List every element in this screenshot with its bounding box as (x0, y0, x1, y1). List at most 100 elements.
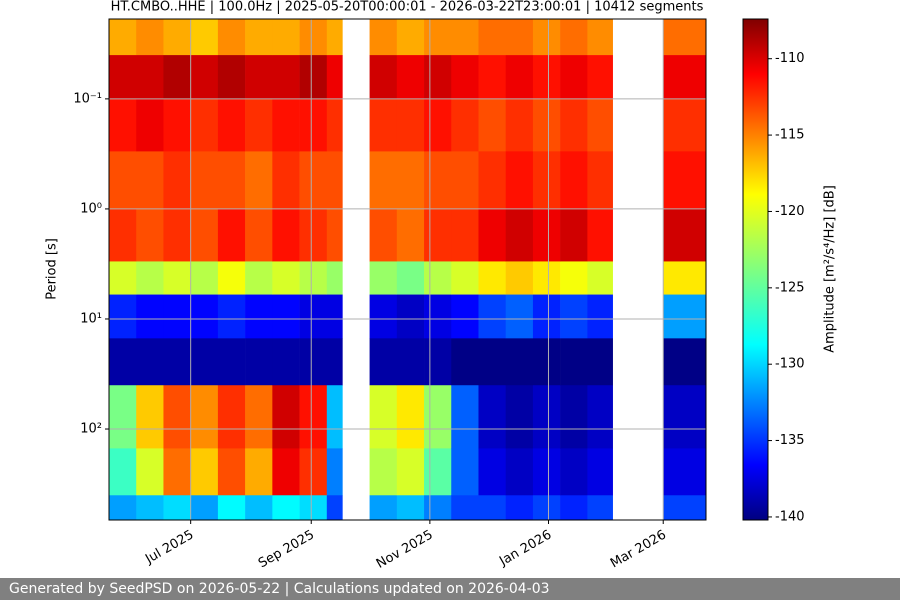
heatmap-cell (587, 98, 613, 152)
heatmap-cell (272, 385, 300, 449)
heatmap-cell (190, 151, 219, 210)
heatmap-cell (587, 495, 613, 521)
heatmap-cell (505, 208, 534, 262)
heatmap-cell (451, 294, 479, 339)
heatmap-cell (478, 151, 507, 210)
heatmap-cell (505, 55, 534, 100)
colorbar-tick-label: -110 (775, 51, 805, 66)
heatmap-cell (217, 261, 246, 295)
heatmap-cell (326, 495, 343, 521)
heatmap-cell (424, 19, 452, 56)
heatmap-cell (424, 495, 452, 521)
heatmap-cell (217, 338, 246, 386)
heatmap-cell (396, 448, 425, 496)
heatmap-cell (663, 338, 707, 386)
heatmap-cell (663, 495, 707, 521)
heatmap-cell (505, 385, 534, 449)
heatmap-cell (396, 495, 425, 521)
heatmap-cell (663, 261, 707, 295)
heatmap-cell (217, 495, 246, 521)
heatmap-cell (190, 19, 219, 56)
heatmap-cell (217, 208, 246, 262)
heatmap-cell (532, 338, 561, 386)
heatmap-cell (163, 385, 191, 449)
heatmap-cell (478, 448, 507, 496)
heatmap-cell (587, 385, 613, 449)
heatmap-cell (424, 385, 452, 449)
heatmap-cell (245, 385, 273, 449)
heatmap-cell (163, 151, 191, 210)
heatmap-cell (369, 208, 398, 262)
heatmap-cell (299, 385, 328, 449)
heatmap-cell (109, 261, 137, 295)
heatmap-cell (560, 151, 588, 210)
heatmap-cell (245, 495, 273, 521)
heatmap-cell (369, 19, 398, 56)
heatmap-cell (560, 294, 588, 339)
heatmap-cell (505, 338, 534, 386)
heatmap-cell (424, 448, 452, 496)
heatmap-cell (245, 151, 273, 210)
heatmap-cell (299, 261, 328, 295)
heatmap-cell (424, 294, 452, 339)
heatmap-cell (451, 338, 479, 386)
heatmap (109, 19, 707, 521)
heatmap-cell (272, 98, 300, 152)
heatmap-cell (136, 495, 164, 521)
heatmap-cell (478, 338, 507, 386)
heatmap-cell (396, 208, 425, 262)
heatmap-cell (505, 151, 534, 210)
heatmap-cell (109, 294, 137, 339)
heatmap-cell (505, 98, 534, 152)
heatmap-cell (190, 208, 219, 262)
heatmap-cell (299, 338, 328, 386)
heatmap-cell (190, 495, 219, 521)
heatmap-cell (369, 261, 398, 295)
heatmap-cell (663, 55, 707, 100)
x-tick-label: Jul 2025 (142, 528, 196, 568)
heatmap-cell (299, 208, 328, 262)
heatmap-cell (478, 55, 507, 100)
heatmap-cell (587, 151, 613, 210)
colorbar-tick-label: -140 (775, 509, 805, 524)
heatmap-cell (190, 385, 219, 449)
heatmap-cell (136, 98, 164, 152)
heatmap-cell (424, 98, 452, 152)
heatmap-cell (369, 338, 398, 386)
heatmap-cell (369, 448, 398, 496)
heatmap-cell (396, 261, 425, 295)
heatmap-cell (369, 151, 398, 210)
heatmap-cell (560, 55, 588, 100)
colorbar-label: Amplitude [m²/s⁴/Hz] [dB] (823, 185, 838, 353)
heatmap-cell (190, 98, 219, 152)
heatmap-cell (451, 385, 479, 449)
heatmap-cell (272, 338, 300, 386)
heatmap-cell (532, 495, 561, 521)
heatmap-cell (163, 261, 191, 295)
heatmap-cell (245, 261, 273, 295)
heatmap-cell (532, 19, 561, 56)
heatmap-cell (532, 448, 561, 496)
chart-title: HT.CMBO..HHE | 100.0Hz | 2025-05-20T00:0… (111, 0, 704, 15)
heatmap-cell (587, 55, 613, 100)
x-tick-label: Jan 2026 (496, 528, 554, 570)
heatmap-cell (245, 98, 273, 152)
heatmap-cell (163, 98, 191, 152)
heatmap-cell (396, 294, 425, 339)
heatmap-cell (136, 55, 164, 100)
heatmap-cell (451, 151, 479, 210)
colorbar-tick-label: -115 (775, 128, 805, 143)
heatmap-cell (451, 55, 479, 100)
heatmap-cell (532, 294, 561, 339)
heatmap-cell (217, 448, 246, 496)
heatmap-cell (587, 261, 613, 295)
heatmap-cell (505, 261, 534, 295)
x-tick-label: Mar 2026 (608, 528, 669, 572)
heatmap-cell (424, 338, 452, 386)
heatmap-cell (451, 208, 479, 262)
heatmap-cell (532, 208, 561, 262)
heatmap-cell (478, 385, 507, 449)
y-tick-label: 10² (80, 422, 102, 437)
heatmap-cell (369, 294, 398, 339)
